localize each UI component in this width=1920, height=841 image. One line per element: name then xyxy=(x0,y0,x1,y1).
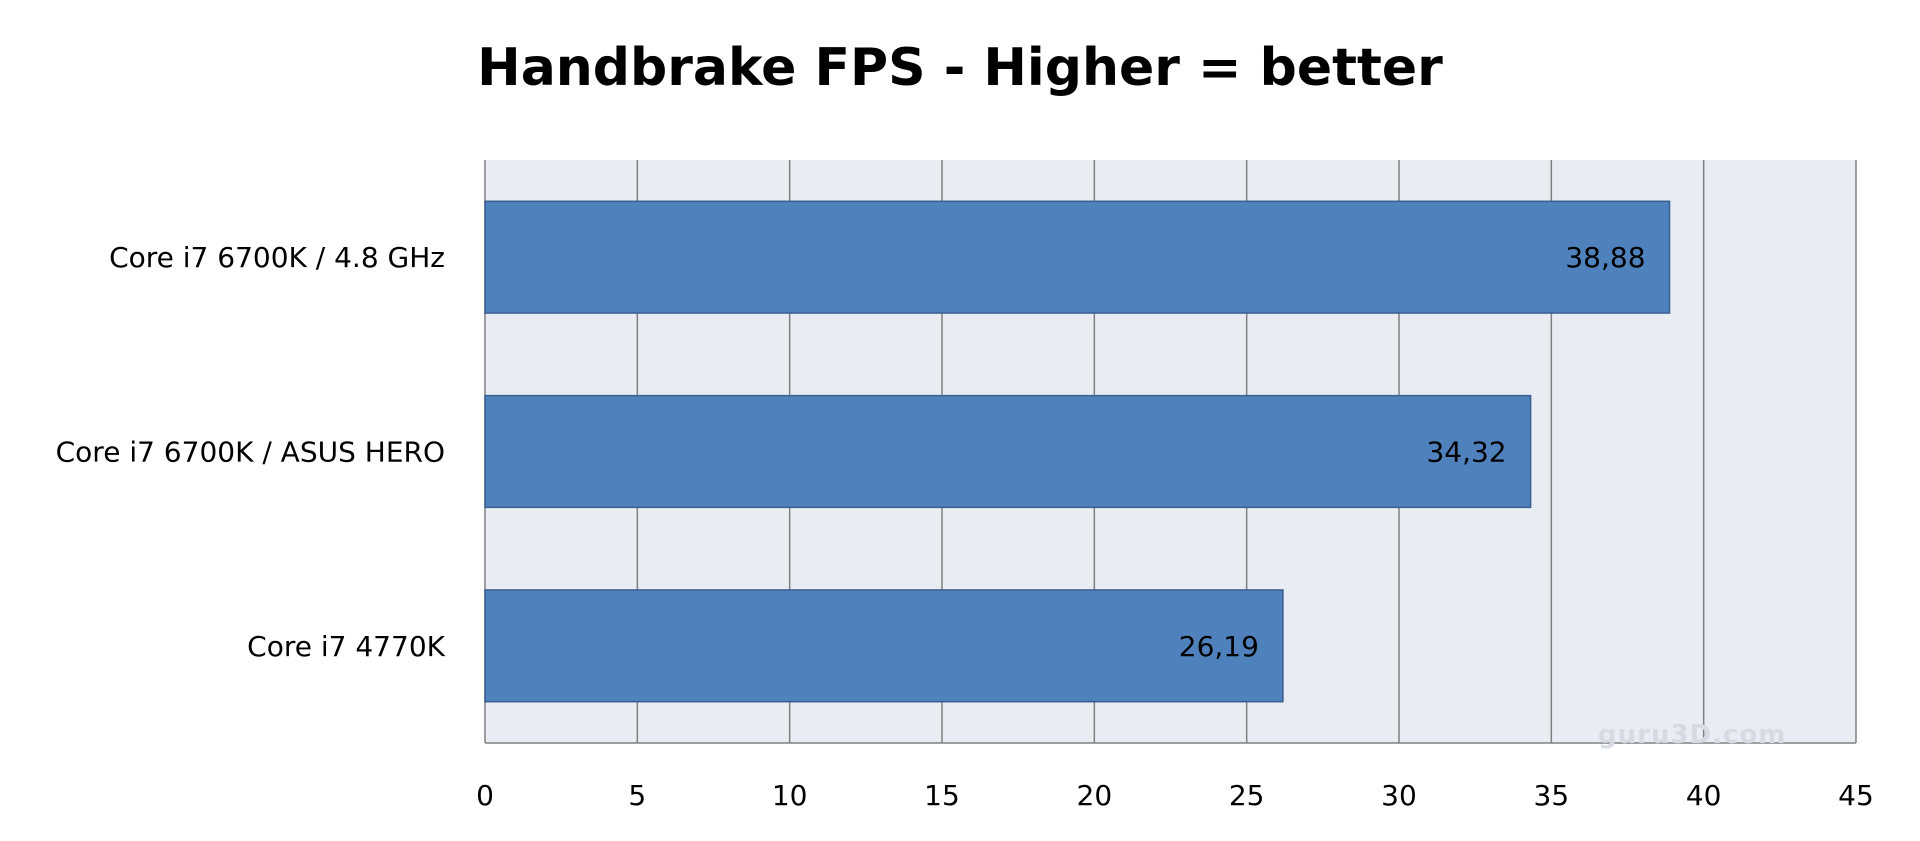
x-tick-label-1: 5 xyxy=(628,779,646,812)
bar-1 xyxy=(484,394,1532,509)
category-label-2: Core i7 4770K xyxy=(247,630,445,663)
x-tick-label-8: 40 xyxy=(1686,779,1722,812)
category-label-1: Core i7 6700K / ASUS HERO xyxy=(56,436,445,469)
chart-title: Handbrake FPS - Higher = better xyxy=(477,38,1443,98)
watermark: guru3D.com xyxy=(1598,720,1787,750)
category-label-0: Core i7 6700K / 4.8 GHz xyxy=(109,241,445,274)
x-tick-label-7: 35 xyxy=(1534,779,1570,812)
x-tick-label-2: 10 xyxy=(772,779,808,812)
bar-0 xyxy=(484,200,1671,314)
x-tick-label-4: 20 xyxy=(1077,779,1113,812)
bar-value-label-1: 34,32 xyxy=(1426,436,1506,469)
bar-value-label-0: 38,88 xyxy=(1565,241,1645,274)
bar-2 xyxy=(484,589,1284,703)
x-tick-label-0: 0 xyxy=(476,779,494,812)
x-tick-label-5: 25 xyxy=(1229,779,1265,812)
x-tick-label-3: 15 xyxy=(924,779,960,812)
bar-value-label-2: 26,19 xyxy=(1179,630,1259,663)
x-tick-label-6: 30 xyxy=(1381,779,1417,812)
x-tick-label-9: 45 xyxy=(1838,779,1874,812)
